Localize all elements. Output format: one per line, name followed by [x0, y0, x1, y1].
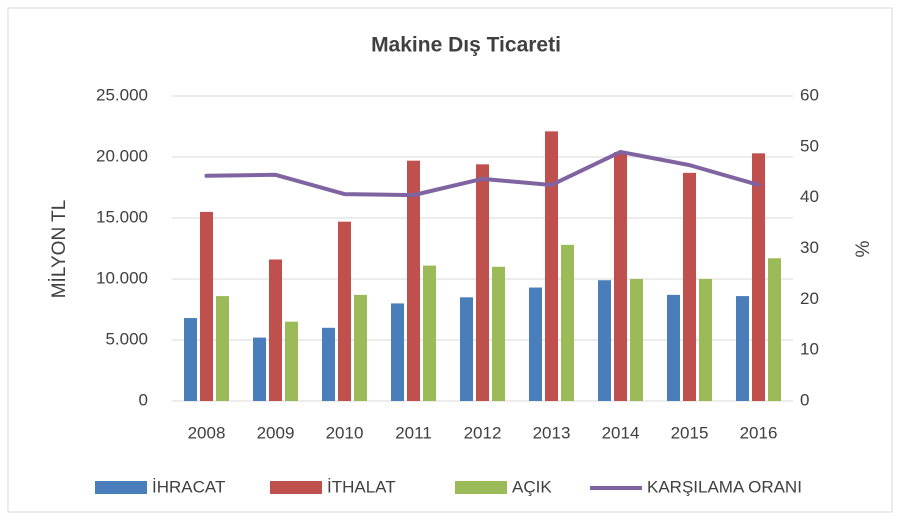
bar: [683, 172, 696, 401]
bar: [184, 318, 197, 401]
bar: [269, 259, 282, 401]
chart-title: Makine Dış Ticareti: [371, 34, 561, 57]
bar: [598, 280, 611, 401]
legend-label: İHRACAT: [152, 477, 225, 496]
bar: [338, 221, 351, 401]
y2-axis-title: %: [853, 240, 874, 257]
bar: [752, 153, 765, 401]
y2-tick-label: 20: [800, 289, 819, 308]
bar: [545, 131, 558, 401]
y-tick-label: 15.000: [96, 207, 148, 226]
bar: [630, 279, 643, 401]
y-tick-label: 5.000: [105, 329, 148, 348]
x-tick-label: 2009: [257, 423, 295, 442]
y-tick-label: 0: [139, 390, 148, 409]
bar: [667, 294, 680, 401]
y2-tick-label: 30: [800, 238, 819, 257]
bar: [768, 258, 781, 401]
legend-swatch: [455, 481, 507, 494]
bar: [460, 297, 473, 401]
chart-frame: [7, 7, 893, 513]
y2-tick-label: 50: [800, 136, 819, 155]
x-tick-label: 2016: [740, 423, 778, 442]
x-tick-label: 2011: [395, 423, 432, 442]
line: [204, 149, 761, 198]
x-tick-label: 2010: [326, 423, 364, 442]
bar: [354, 294, 367, 401]
y2-tick-label: 40: [800, 187, 819, 206]
bar: [561, 244, 574, 401]
y-tick-label: 25.000: [96, 85, 148, 104]
y2-tick-label: 10: [800, 340, 819, 359]
legend-label: KARŞILAMA ORANI: [647, 477, 802, 496]
bar: [200, 211, 213, 401]
y2-tick-label: 0: [800, 390, 809, 409]
x-tick-label: 2012: [464, 423, 502, 442]
legend-swatch: [270, 481, 322, 494]
y-tick-label: 20.000: [96, 146, 148, 165]
x-tick-label: 2013: [533, 423, 571, 442]
legend-swatch: [95, 481, 147, 494]
bar: [492, 266, 505, 401]
bar: [391, 303, 404, 401]
y-tick-label: 10.000: [96, 268, 148, 287]
y-axis-title: MİLYON TL: [49, 200, 70, 299]
bar: [423, 265, 436, 401]
x-tick-label: 2014: [602, 423, 640, 442]
bar: [699, 279, 712, 401]
x-tick-label: 2015: [671, 423, 709, 442]
x-tick-label: 2008: [188, 423, 226, 442]
y2-tick-label: 60: [800, 85, 819, 104]
legend-label: İTHALAT: [327, 477, 396, 496]
bar: [529, 287, 542, 401]
bar: [216, 296, 229, 401]
bar: [736, 296, 749, 401]
bar: [322, 327, 335, 401]
legend-label: AÇIK: [512, 477, 552, 496]
bar: [614, 152, 627, 401]
bar: [285, 321, 298, 401]
bar: [407, 160, 420, 401]
bar: [253, 337, 266, 401]
bar: [476, 164, 489, 401]
